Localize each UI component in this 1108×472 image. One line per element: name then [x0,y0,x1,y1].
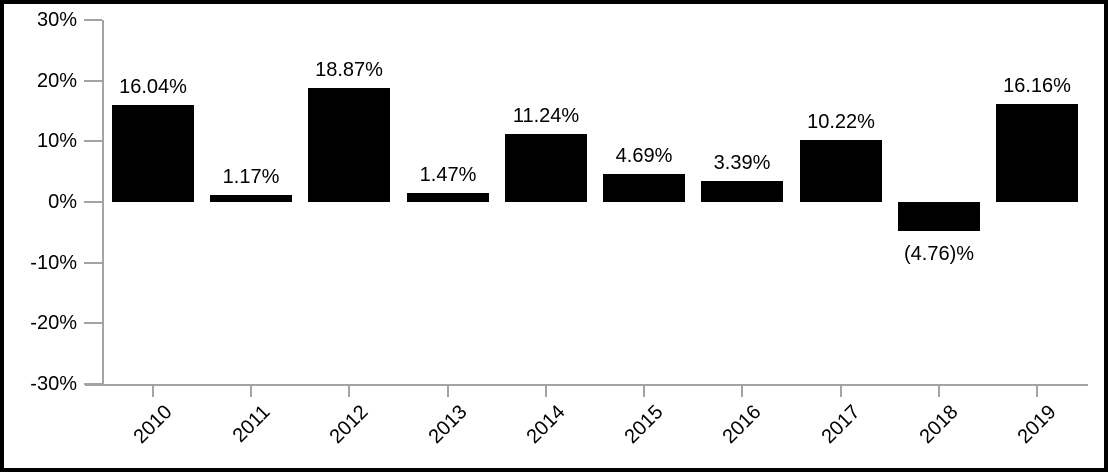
x-axis-tick-label: 2011 [228,401,275,447]
y-axis-tick [84,322,102,324]
bar-value-label: (4.76)% [903,243,975,265]
bar-value-label: 16.16% [1003,75,1071,97]
y-axis-tick [84,262,102,264]
bar-2013 [407,193,489,202]
x-axis-tick-label: 2015 [620,401,668,449]
bar-2018 [898,202,980,231]
x-axis-tick [152,384,154,397]
x-axis-tick [938,384,940,397]
x-axis-tick-label: 2014 [522,401,570,449]
y-axis-tick-label: 30% [36,9,77,31]
y-axis-tick [84,201,102,203]
bar-2019 [996,104,1078,202]
bar-value-label: 18.87% [315,59,383,81]
bar-2014 [505,134,587,202]
bar-value-label: 3.39% [713,152,771,174]
x-axis-tick-label: 2013 [424,401,472,449]
x-axis-tick [1036,384,1038,397]
y-axis-tick-label: -30% [30,373,77,395]
x-axis-tick [840,384,842,397]
x-axis-tick [741,384,743,397]
y-axis-tick-label: 20% [36,70,77,92]
y-axis-tick [84,80,102,82]
bar-value-label: 11.24% [512,105,580,127]
x-axis-line [85,384,1088,386]
bar-value-label: 10.22% [807,111,875,133]
y-axis-line [102,20,104,386]
bar-2011 [210,195,292,202]
bar-2012 [308,88,390,202]
x-axis-tick [643,384,645,397]
bar-2010 [112,105,194,202]
x-axis-tick-label: 2019 [1013,401,1061,449]
bar-value-label: 1.17% [222,166,280,188]
y-axis-tick [84,383,102,385]
x-axis-tick-label: 2012 [325,401,373,449]
bar-2017 [800,140,882,202]
bar-value-label: 4.69% [615,145,673,167]
y-axis-tick [84,140,102,142]
annual-returns-bar-chart: 30% 20% 10% 0% -10% -20% -30% 16.04% 2010 1.17% 20… [4,4,1104,468]
x-axis-tick-label: 2016 [718,401,766,449]
bar-2016 [701,181,783,202]
y-axis-tick-label: -20% [30,312,77,334]
x-axis-tick-label: 2010 [129,401,177,449]
bar-value-label: 1.47% [419,164,477,186]
x-axis-tick-label: 2018 [915,401,963,449]
x-axis-tick-label: 2017 [817,401,865,449]
y-axis-tick [84,19,102,21]
x-axis-tick [545,384,547,397]
bar-2015 [603,174,685,202]
y-axis-tick-label: 0% [48,191,77,213]
y-axis-tick-label: 10% [36,130,77,152]
x-axis-tick [348,384,350,397]
y-axis-tick-label: -10% [30,252,77,274]
x-axis-tick [250,384,252,397]
bar-value-label: 16.04% [119,76,187,98]
x-axis-tick [447,384,449,397]
